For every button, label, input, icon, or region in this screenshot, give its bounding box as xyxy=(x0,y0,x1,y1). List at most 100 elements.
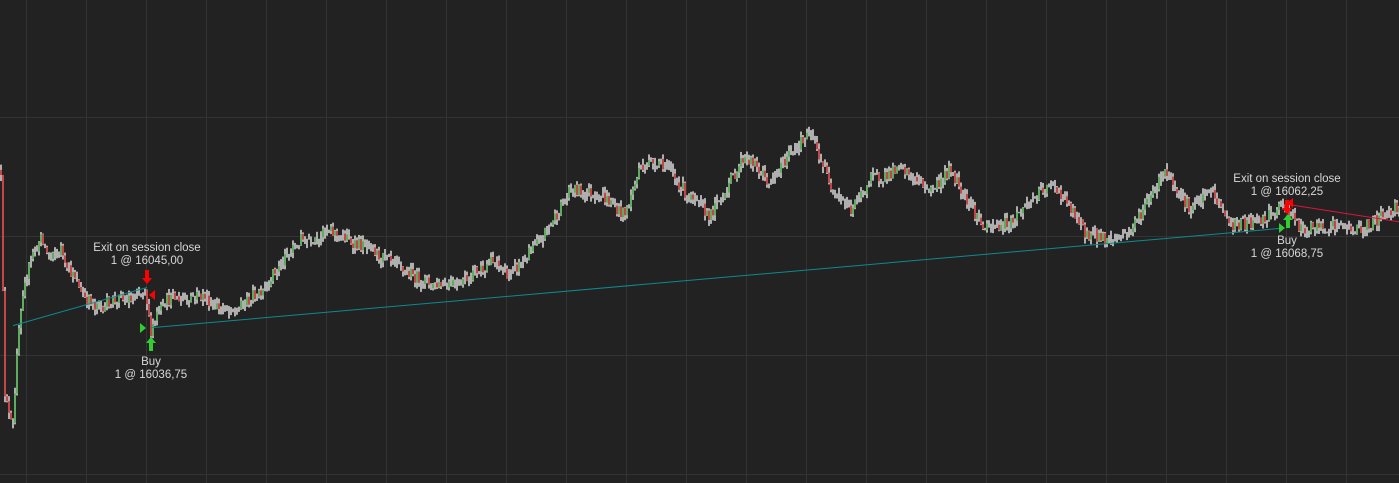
candle-body xyxy=(972,205,974,207)
candle-body xyxy=(454,280,456,283)
candle-body xyxy=(456,282,458,285)
candle-body xyxy=(532,245,534,252)
candle-body xyxy=(668,165,670,167)
candle-body xyxy=(88,295,90,304)
candle-body xyxy=(1060,189,1062,199)
candle-body xyxy=(252,290,254,301)
candle-body xyxy=(1256,216,1258,221)
candle-body xyxy=(174,292,176,300)
candle-body xyxy=(1062,198,1064,200)
candle-body xyxy=(278,266,280,272)
candle-body xyxy=(686,196,688,198)
buy-label-1: Buy 1 @ 16036,75 xyxy=(71,356,231,382)
candle-body xyxy=(982,224,984,229)
candle-body xyxy=(866,185,868,195)
exit-arrow-icon xyxy=(142,270,152,284)
candle-body xyxy=(1300,224,1302,231)
candle-body xyxy=(4,290,6,397)
candle-body xyxy=(220,309,222,311)
candle-body xyxy=(424,277,426,285)
candle-body xyxy=(1084,224,1086,238)
candle-body xyxy=(1010,217,1012,229)
candle-body xyxy=(570,187,572,191)
candle-body xyxy=(48,252,50,255)
candle-body xyxy=(1142,209,1144,219)
candle-body xyxy=(1292,212,1294,216)
candle-body xyxy=(50,254,52,259)
candle-body xyxy=(1098,232,1100,242)
candle-body xyxy=(290,252,292,255)
candle-body xyxy=(1108,236,1110,239)
candle-body xyxy=(608,196,610,205)
candle-body xyxy=(730,173,732,184)
candle-body xyxy=(1182,194,1184,196)
candle-body xyxy=(716,200,718,204)
candle-body xyxy=(930,186,932,192)
candle-body xyxy=(1218,200,1220,204)
candle-body xyxy=(1338,223,1340,225)
candle-body xyxy=(1354,232,1356,234)
candle-body xyxy=(1096,228,1098,242)
candle-body xyxy=(1074,207,1076,219)
candle-body xyxy=(1328,230,1330,232)
candle-body xyxy=(474,266,476,271)
candle-body xyxy=(384,253,386,257)
candle-body xyxy=(688,196,690,200)
candle-body xyxy=(1356,225,1358,234)
candle-body xyxy=(746,157,748,160)
candle-body xyxy=(568,187,570,198)
exit-triangle-icon xyxy=(149,290,155,300)
candle-body xyxy=(814,138,816,143)
candle-body xyxy=(880,181,882,183)
candle-body xyxy=(322,228,324,238)
candle-body xyxy=(642,164,644,170)
candle-body xyxy=(684,182,686,198)
candle-body xyxy=(1192,205,1194,211)
candle-body xyxy=(702,202,704,204)
candle-body xyxy=(808,131,810,133)
candle-body xyxy=(784,158,786,166)
candle-body xyxy=(28,263,30,279)
candle-body xyxy=(650,158,652,160)
candle-body xyxy=(530,247,532,252)
candle-body xyxy=(690,194,692,200)
candle-body xyxy=(534,243,536,246)
candle-body xyxy=(1198,199,1200,201)
candle-body xyxy=(204,293,206,299)
candle-body xyxy=(1316,223,1318,231)
candle-body xyxy=(336,230,338,236)
candle-body xyxy=(480,265,482,272)
candle-body xyxy=(1308,231,1310,233)
candle-body xyxy=(1158,176,1160,190)
buy-label-2: Buy 1 @ 16068,75 xyxy=(1207,235,1367,261)
candle-body xyxy=(102,306,104,312)
candle-body xyxy=(268,283,270,286)
candle-body xyxy=(478,271,480,274)
candle-body xyxy=(654,163,656,168)
candle-body xyxy=(44,244,46,248)
candle-body xyxy=(502,269,504,271)
candle-body xyxy=(564,200,566,204)
candle-body xyxy=(524,260,526,262)
candle-body xyxy=(40,234,42,243)
candle-body xyxy=(52,252,54,259)
exit-label-2-detail: 1 @ 16062,25 xyxy=(1250,186,1324,198)
candle-body xyxy=(1176,188,1178,194)
candle-body xyxy=(66,262,68,269)
candle-body xyxy=(264,287,266,290)
candle-body xyxy=(1038,188,1040,200)
candle-body xyxy=(1390,210,1392,216)
candle-body xyxy=(726,192,728,194)
candle-body xyxy=(1082,220,1084,225)
candle-body xyxy=(624,207,626,216)
candle-body xyxy=(148,304,150,316)
candle-body xyxy=(1104,233,1106,244)
candle-body xyxy=(800,137,802,150)
candle-body xyxy=(392,259,394,261)
candle-body xyxy=(892,166,894,179)
candle-body xyxy=(600,195,602,200)
candle-body xyxy=(1150,195,1152,202)
